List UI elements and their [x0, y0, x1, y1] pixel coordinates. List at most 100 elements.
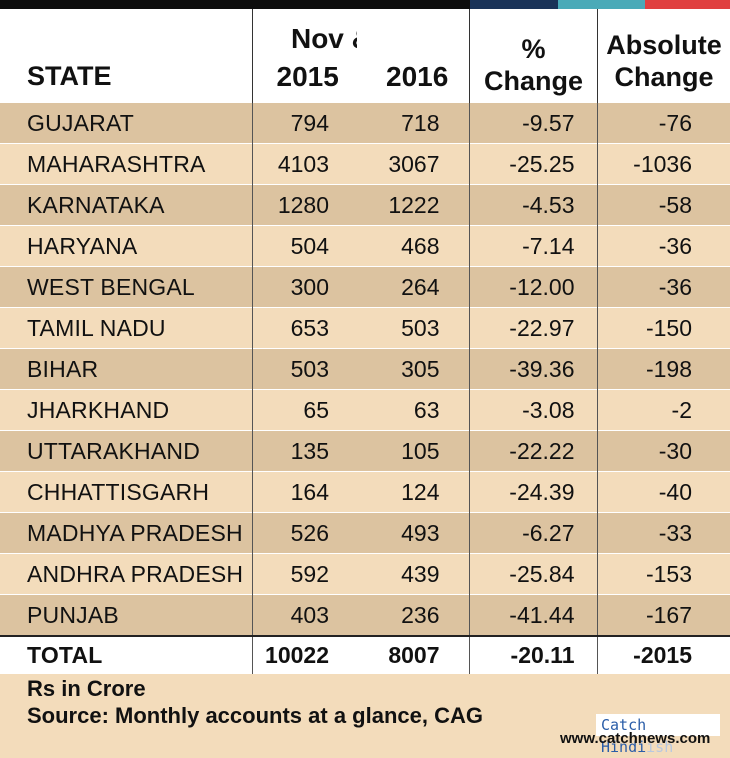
row-state: HARYANA [0, 226, 252, 267]
row-pct-change: -6.27 [469, 513, 597, 554]
row-value-2015: 65 [252, 390, 357, 431]
header-abs-line2: Change [598, 61, 730, 93]
header-state: STATE [27, 61, 112, 92]
row-abs-change: -33 [597, 513, 730, 554]
site-watermark: www.catchnews.com [560, 730, 710, 747]
row-value-2015: 504 [252, 226, 357, 267]
row-pct-change: -39.36 [469, 349, 597, 390]
row-value-2016: 503 [357, 308, 469, 349]
header-abs-change: Absolute Change [598, 29, 730, 93]
row-pct-change: -12.00 [469, 267, 597, 308]
header-abs-line1: Absolute [598, 29, 730, 61]
row-pct-change: -4.53 [469, 185, 597, 226]
header-pct-cell: % Change [469, 9, 597, 103]
row-abs-change: -36 [597, 226, 730, 267]
header-year-2015: 2015 [277, 61, 339, 93]
data-table-container: STATE Nov & Dec 2015 2016 % Change Absol… [0, 9, 730, 665]
row-value-2015: 403 [252, 595, 357, 637]
top-bar-segment-black [0, 0, 470, 9]
row-value-2016: 439 [357, 554, 469, 595]
row-state: BIHAR [0, 349, 252, 390]
top-bar-segment-teal [558, 0, 645, 9]
row-abs-change: -153 [597, 554, 730, 595]
row-pct-change: -22.22 [469, 431, 597, 472]
row-pct-change: -7.14 [469, 226, 597, 267]
header-pct-change: % Change [470, 33, 598, 97]
row-state: TAMIL NADU [0, 308, 252, 349]
row-value-2015: 135 [252, 431, 357, 472]
row-pct-change: -41.44 [469, 595, 597, 637]
row-state: WEST BENGAL [0, 267, 252, 308]
header-2015-cell: Nov & Dec 2015 [252, 9, 357, 103]
header-abs-cell: Absolute Change [597, 9, 730, 103]
row-value-2015: 526 [252, 513, 357, 554]
row-value-2015: 592 [252, 554, 357, 595]
row-value-2016: 105 [357, 431, 469, 472]
top-bar-segment-red [645, 0, 730, 9]
row-state: UTTARAKHAND [0, 431, 252, 472]
row-state: PUNJAB [0, 595, 252, 637]
row-value-2016: 264 [357, 267, 469, 308]
row-value-2015: 1280 [252, 185, 357, 226]
total-value-2015: 10022 [252, 636, 357, 674]
revenue-table: STATE Nov & Dec 2015 2016 % Change Absol… [0, 9, 730, 674]
unit-note: Rs in Crore [27, 675, 483, 702]
header-2016-cell: 2016 [357, 9, 469, 103]
header-year-2016: 2016 [386, 61, 448, 93]
row-abs-change: -167 [597, 595, 730, 637]
row-abs-change: -40 [597, 472, 730, 513]
row-pct-change: -3.08 [469, 390, 597, 431]
top-bar-segment-navy [470, 0, 558, 9]
row-state: MADHYA PRADESH [0, 513, 252, 554]
row-value-2015: 4103 [252, 144, 357, 185]
header-pct-line1: % [470, 33, 598, 65]
row-pct-change: -24.39 [469, 472, 597, 513]
row-state: CHHATTISGARH [0, 472, 252, 513]
top-color-bar [0, 0, 730, 9]
row-pct-change: -22.97 [469, 308, 597, 349]
row-pct-change: -9.57 [469, 103, 597, 144]
row-abs-change: -30 [597, 431, 730, 472]
row-value-2015: 300 [252, 267, 357, 308]
row-value-2016: 1222 [357, 185, 469, 226]
row-state: JHARKHAND [0, 390, 252, 431]
row-value-2016: 468 [357, 226, 469, 267]
total-pct-change: -20.11 [469, 636, 597, 674]
row-state: MAHARASHTRA [0, 144, 252, 185]
row-value-2016: 493 [357, 513, 469, 554]
row-abs-change: -198 [597, 349, 730, 390]
row-pct-change: -25.84 [469, 554, 597, 595]
footer-notes: Rs in Crore Source: Monthly accounts at … [27, 675, 483, 729]
row-abs-change: -150 [597, 308, 730, 349]
row-abs-change: -2 [597, 390, 730, 431]
table-header-row: STATE Nov & Dec 2015 2016 % Change Absol… [0, 9, 730, 103]
row-value-2015: 653 [252, 308, 357, 349]
row-value-2015: 794 [252, 103, 357, 144]
row-value-2016: 718 [357, 103, 469, 144]
row-pct-change: -25.25 [469, 144, 597, 185]
header-pct-line2: Change [470, 65, 598, 97]
row-state: KARNATAKA [0, 185, 252, 226]
total-abs-change: -2015 [597, 636, 730, 674]
row-value-2016: 305 [357, 349, 469, 390]
row-value-2016: 3067 [357, 144, 469, 185]
row-value-2015: 503 [252, 349, 357, 390]
header-state-cell: STATE [0, 9, 252, 103]
row-value-2015: 164 [252, 472, 357, 513]
total-value-2016: 8007 [357, 636, 469, 674]
row-value-2016: 124 [357, 472, 469, 513]
row-abs-change: -36 [597, 267, 730, 308]
row-value-2016: 236 [357, 595, 469, 637]
